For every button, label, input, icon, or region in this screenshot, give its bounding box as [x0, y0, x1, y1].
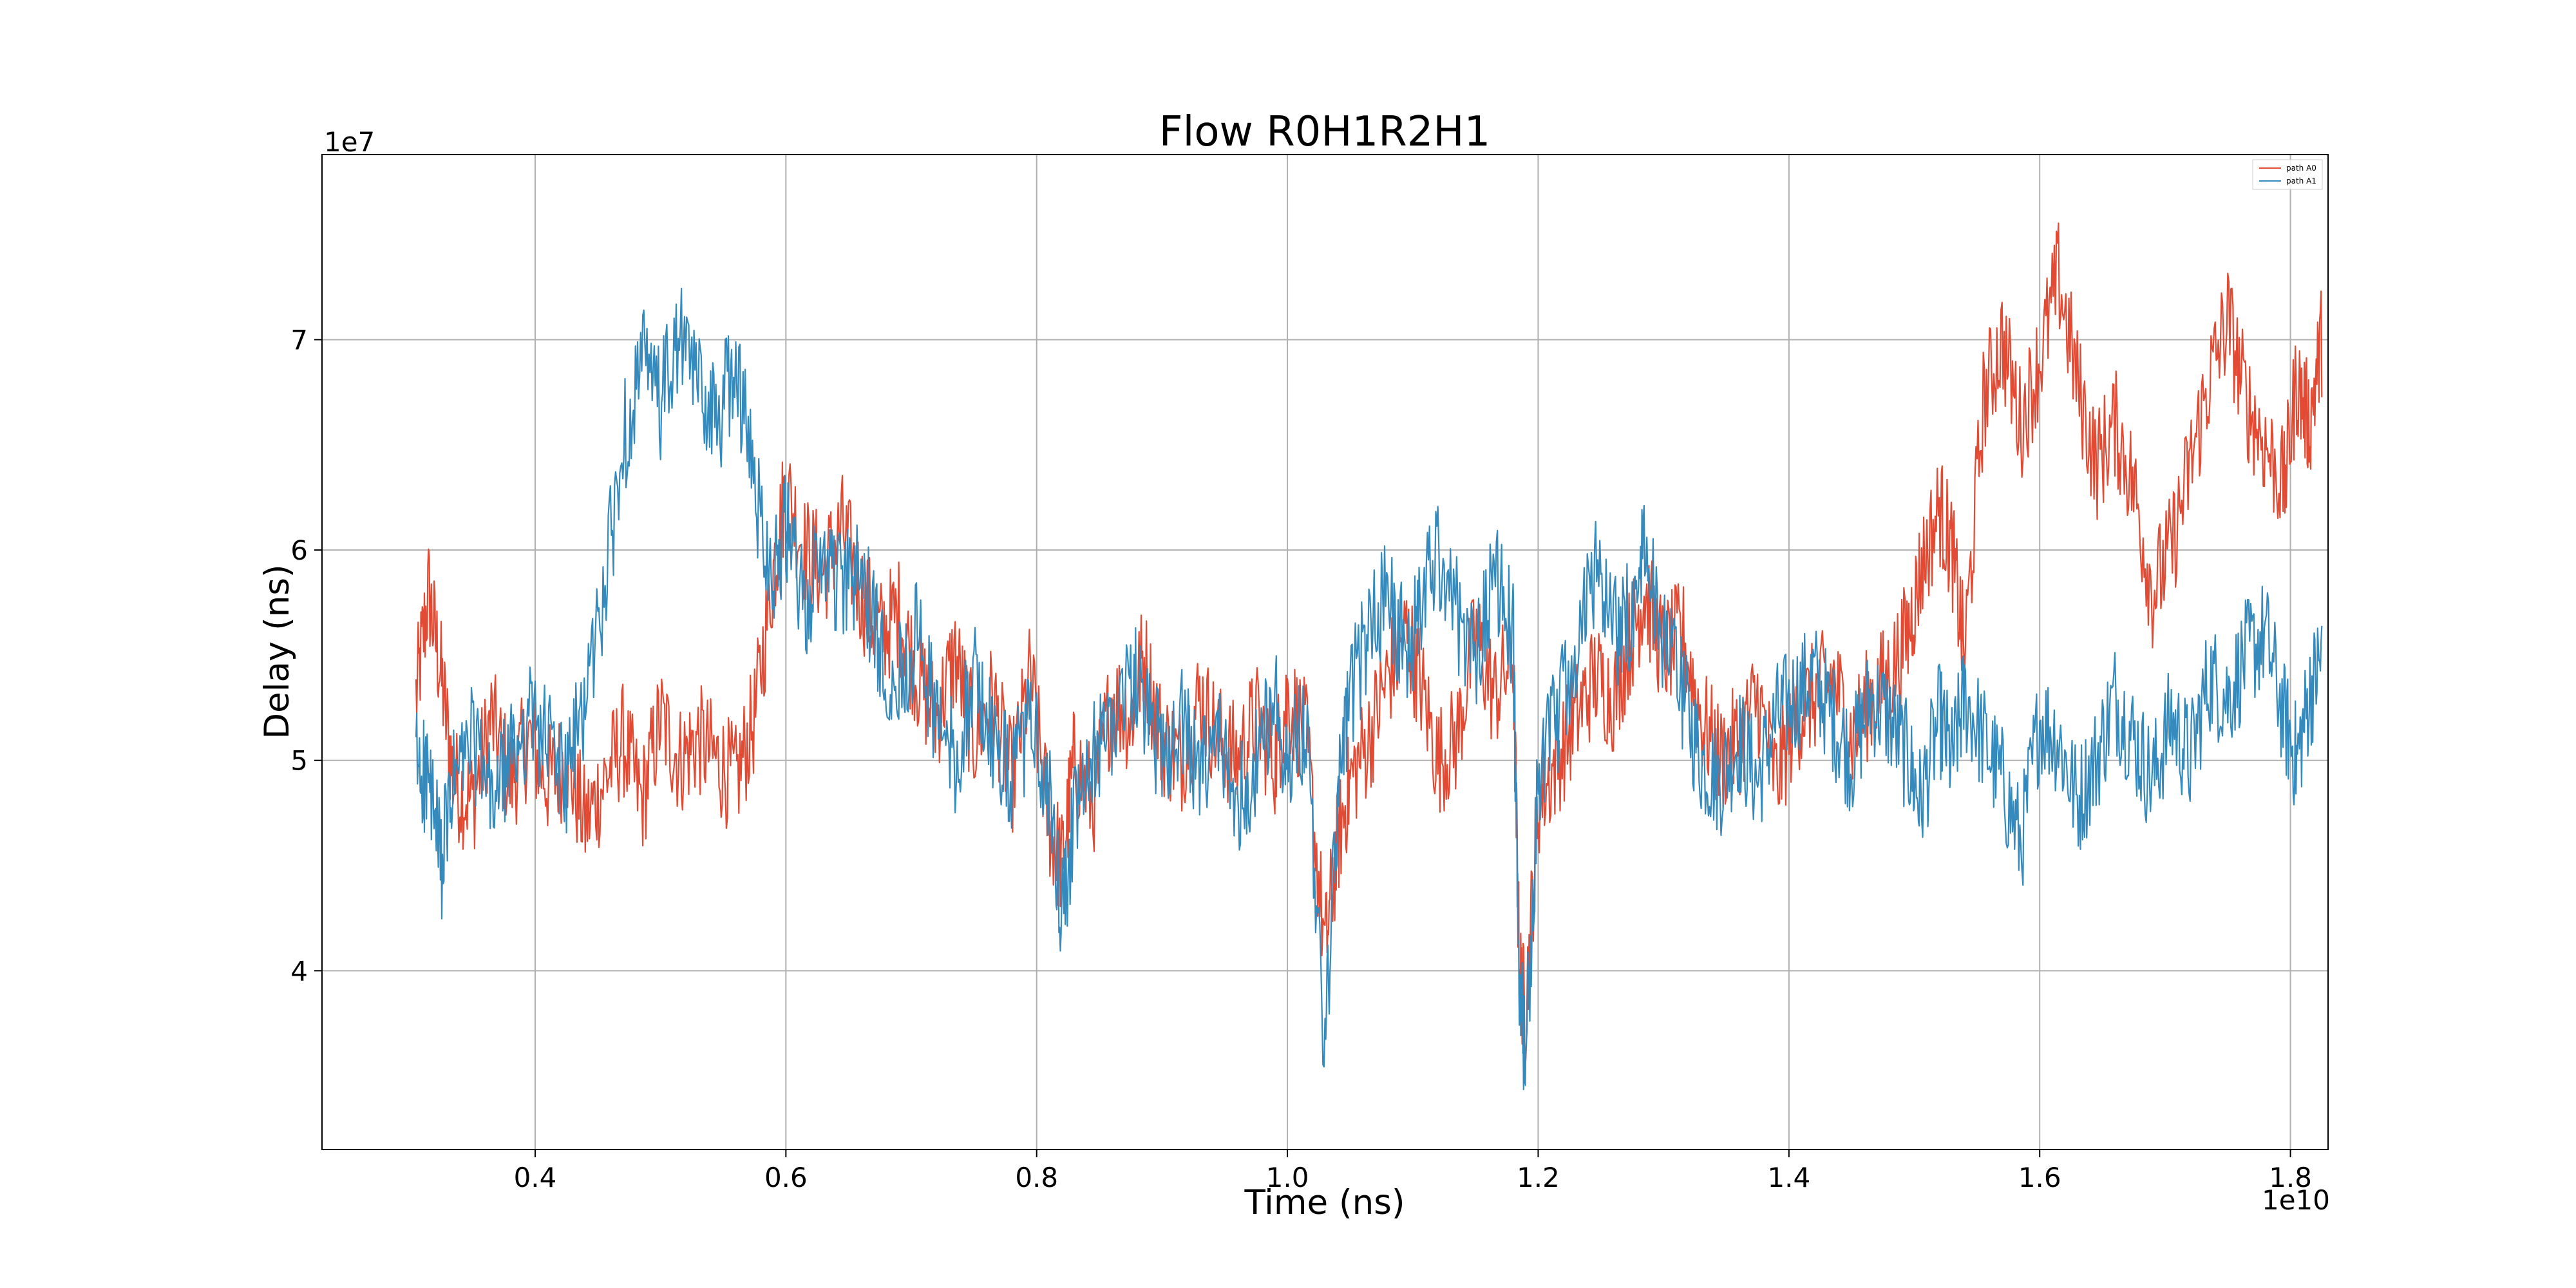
- legend-box: [2252, 159, 2323, 190]
- legend-label-path-a1: path A1: [2286, 176, 2316, 185]
- grid-lines: [322, 155, 2328, 1150]
- x-tick-label: 1.8: [2269, 1162, 2312, 1193]
- y-axis-ticks: 4 5 6 7: [290, 324, 322, 987]
- x-tick-label: 0.6: [764, 1162, 808, 1193]
- x-axis-label: Time (ns): [1244, 1183, 1405, 1222]
- x-tick-label: 1.2: [1517, 1162, 1560, 1193]
- x-tick-label: 1.0: [1266, 1162, 1309, 1193]
- legend-label-path-a0: path A0: [2286, 164, 2316, 173]
- y-axis-offset-label: 1e7: [324, 126, 375, 158]
- x-tick-label: 0.8: [1015, 1162, 1058, 1193]
- x-tick-label: 0.4: [514, 1162, 557, 1193]
- series-line-path-a1: [415, 287, 2323, 1090]
- chart-title: Flow R0H1R2H1: [1159, 108, 1491, 156]
- series-line-path-a0: [415, 222, 2323, 1063]
- legend: path A0 path A1: [2252, 159, 2323, 190]
- x-tick-label: 1.4: [1767, 1162, 1810, 1193]
- y-axis-label: Delay (ns): [258, 564, 297, 739]
- plot-frame: [321, 154, 2329, 1150]
- x-axis-offset-label: 1e10: [2262, 1184, 2330, 1216]
- series-lines: [415, 222, 2323, 1090]
- x-axis-ticks: 0.4 0.6 0.8 1.0 1.2 1.4 1.6 1.8: [514, 1150, 2312, 1193]
- y-tick-label: 5: [290, 745, 308, 777]
- x-tick-label: 1.6: [2018, 1162, 2061, 1193]
- y-tick-label: 6: [290, 535, 308, 566]
- y-tick-label: 7: [290, 324, 308, 355]
- y-tick-label: 4: [290, 955, 308, 987]
